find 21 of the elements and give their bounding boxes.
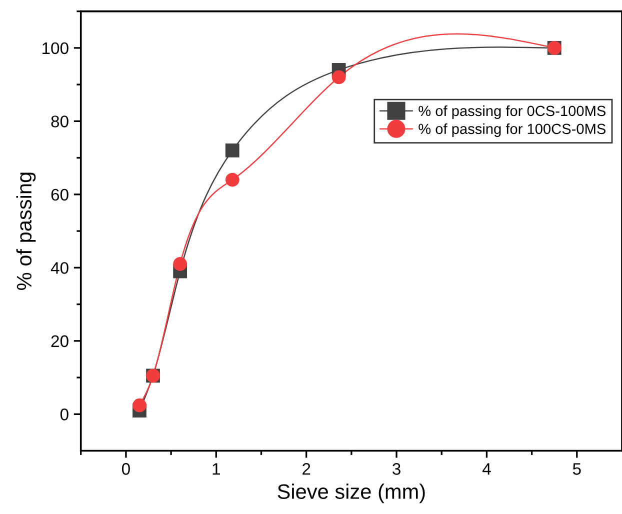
- x-tick-label: 3: [392, 463, 400, 475]
- point: [225, 172, 240, 187]
- x-tick-label: 4: [482, 463, 491, 475]
- point: [173, 257, 188, 271]
- point: [332, 70, 346, 84]
- y-tick-label: 40: [50, 262, 68, 274]
- legend-label: % of passing for 0CS-100MS: [418, 105, 606, 119]
- x-tick-label: 1: [212, 463, 220, 475]
- y-tick-label: 20: [51, 335, 68, 348]
- point: [225, 144, 240, 158]
- x-tick-label: 2: [302, 463, 310, 475]
- legend-label: % of passing for 100CS-0MS: [418, 123, 606, 137]
- x-tick-label: 5: [572, 463, 581, 475]
- x-tick-label: 0: [122, 463, 130, 475]
- y-tick-label: 80: [51, 116, 68, 128]
- x-axis-title: Sieve size (mm): [278, 484, 425, 504]
- y-tick-label: 0: [60, 408, 68, 420]
- y-axis-title: % of passing: [16, 172, 36, 290]
- y-tick-label: 60: [51, 188, 68, 201]
- y-tick-label: 100: [42, 42, 68, 54]
- point: [132, 398, 146, 412]
